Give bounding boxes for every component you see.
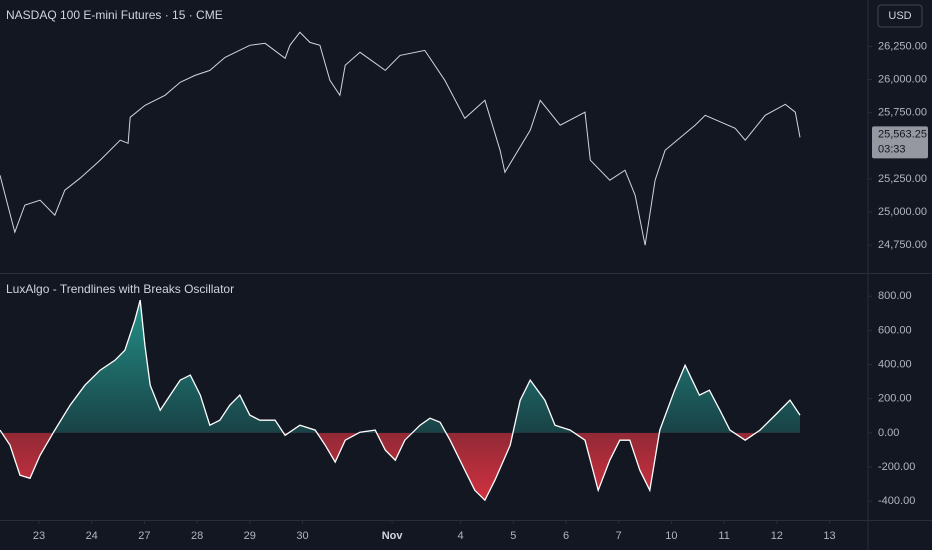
- x-tick-label: 24: [86, 530, 98, 542]
- currency-button[interactable]: [877, 4, 923, 28]
- x-tick-label: 6: [563, 530, 569, 542]
- y-tick-label: 25,750.00: [878, 107, 927, 119]
- x-tick-label: 28: [191, 530, 203, 542]
- y-tick-label: 400.00: [878, 358, 912, 370]
- x-tick-label: 13: [823, 530, 835, 542]
- y-tick-label: 600.00: [878, 324, 912, 336]
- y-tick-label: -400.00: [878, 495, 915, 507]
- y-tick-label: 800.00: [878, 290, 912, 302]
- x-tick-label: 7: [616, 530, 622, 542]
- x-tick-label: 5: [510, 530, 516, 542]
- positive-area: [0, 300, 801, 433]
- currency-label: USD: [888, 10, 911, 22]
- x-tick-label: 29: [244, 530, 256, 542]
- y-tick-label: 26,250.00: [878, 40, 927, 52]
- countdown-label: 03:33: [878, 143, 906, 155]
- negative-area: [0, 432, 801, 501]
- oscillator-line: [0, 299, 801, 502]
- x-tick-label: 10: [665, 530, 677, 542]
- price-line: [0, 31, 801, 246]
- x-tick-label: 23: [33, 530, 45, 542]
- x-tick-label: 30: [296, 530, 308, 542]
- x-tick-label: 12: [771, 530, 783, 542]
- y-tick-label: 0.00: [878, 427, 899, 439]
- x-tick-label: 27: [138, 530, 150, 542]
- indicator-title: LuxAlgo - Trendlines with Breaks Oscilla…: [6, 282, 234, 296]
- x-tick-label: Nov: [382, 530, 404, 542]
- y-tick-label: 200.00: [878, 393, 912, 405]
- y-tick-label: 25,000.00: [878, 206, 927, 218]
- x-tick-label: 11: [718, 530, 729, 542]
- last-price-box: [872, 126, 928, 159]
- y-tick-label: 26,000.00: [878, 73, 927, 85]
- y-tick-label: -200.00: [878, 461, 915, 473]
- last-price-label: 25,563.25: [878, 128, 927, 140]
- y-tick-label: 25,250.00: [878, 173, 927, 185]
- x-tick-label: 4: [458, 530, 464, 542]
- chart-title: NASDAQ 100 E-mini Futures · 15 · CME: [6, 8, 223, 22]
- y-tick-label: 24,750.00: [878, 239, 927, 251]
